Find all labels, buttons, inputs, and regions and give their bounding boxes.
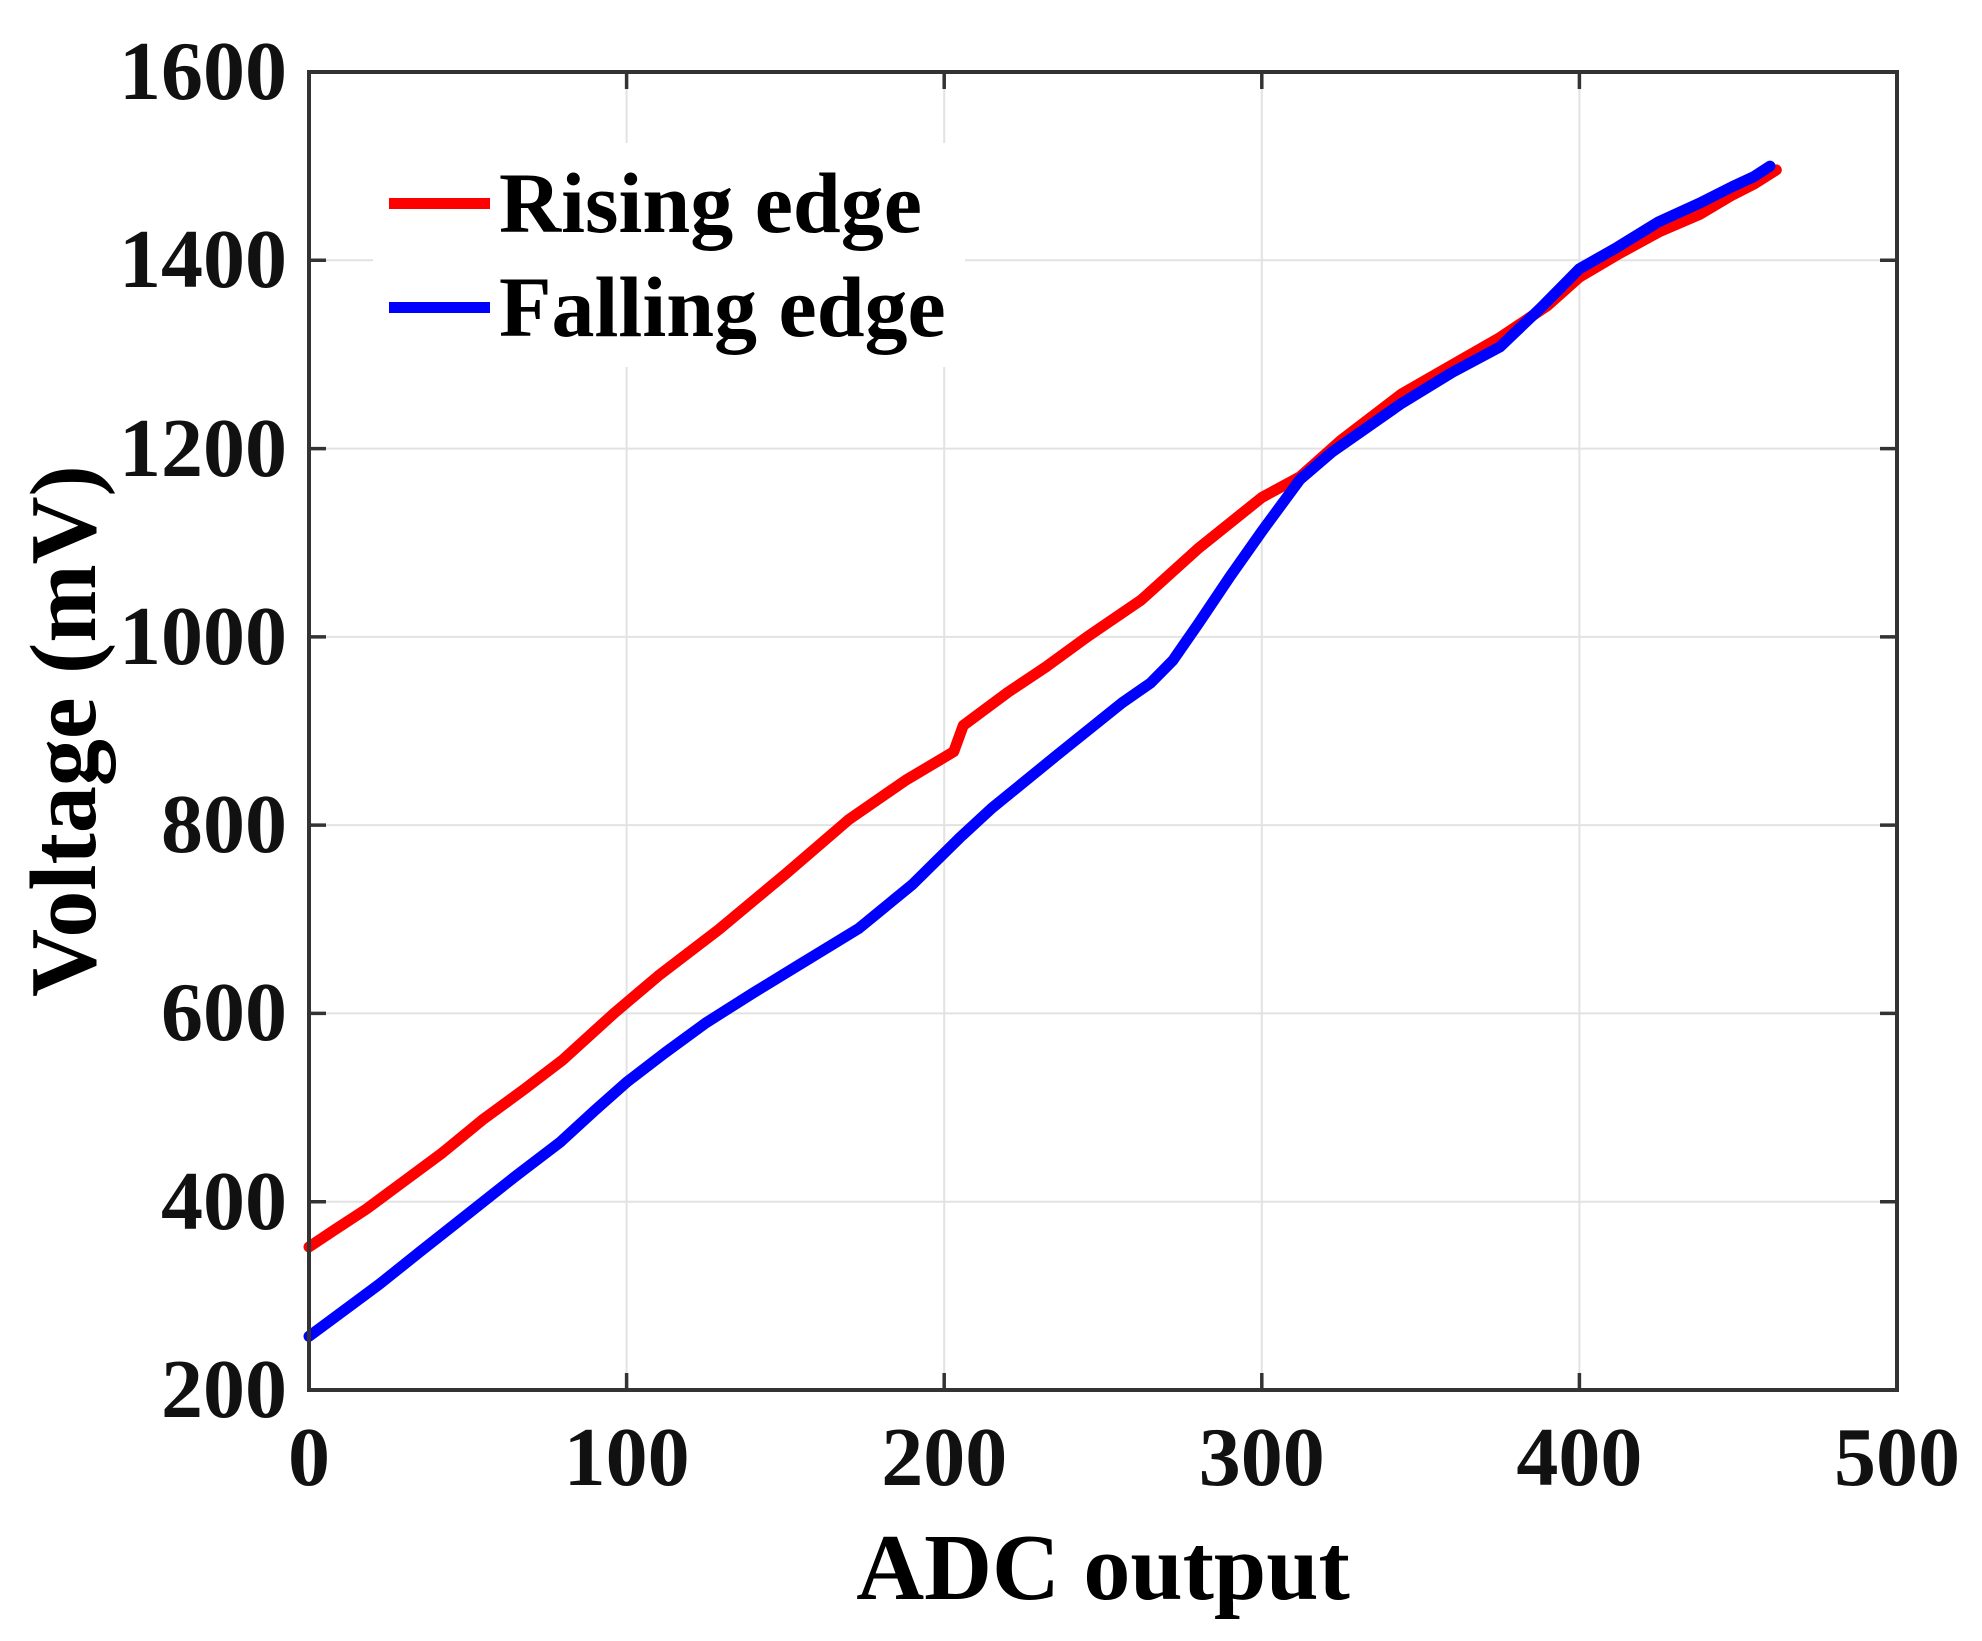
x-tick-label: 400: [1516, 1411, 1643, 1504]
series-line-falling: [303, 160, 1776, 1342]
x-tick-label: 0: [288, 1411, 330, 1504]
y-tick-label: 600: [161, 966, 287, 1060]
legend-item-falling-edge: Falling edge: [389, 255, 965, 359]
x-axis-label: ADC output: [856, 1516, 1350, 1620]
x-tick-label: 300: [1198, 1411, 1325, 1504]
y-tick-label: 1400: [119, 213, 287, 307]
y-tick-label: 1600: [119, 25, 287, 118]
x-tick-label: 200: [881, 1411, 1008, 1504]
x-tick-label: 100: [563, 1411, 690, 1504]
x-tick-label: 500: [1834, 1411, 1960, 1504]
legend-item-rising-edge: Rising edge: [389, 151, 965, 255]
y-tick-label: 200: [161, 1343, 287, 1436]
legend-label-rising: Rising edge: [499, 155, 922, 251]
axes-box: [307, 70, 1899, 1392]
y-axis-label: Voltage (mV): [12, 465, 116, 997]
y-tick-label: 800: [161, 778, 287, 872]
legend-label-falling: Falling edge: [499, 259, 946, 355]
y-tick-label: 1000: [119, 589, 287, 683]
series-line-rising: [303, 164, 1782, 1253]
legend: Rising edge Falling edge: [373, 143, 965, 367]
y-tick-label: 1200: [119, 401, 287, 495]
y-tick-label: 400: [161, 1154, 287, 1248]
legend-line-swatch-falling: [389, 301, 490, 313]
legend-line-swatch-rising: [389, 197, 490, 209]
